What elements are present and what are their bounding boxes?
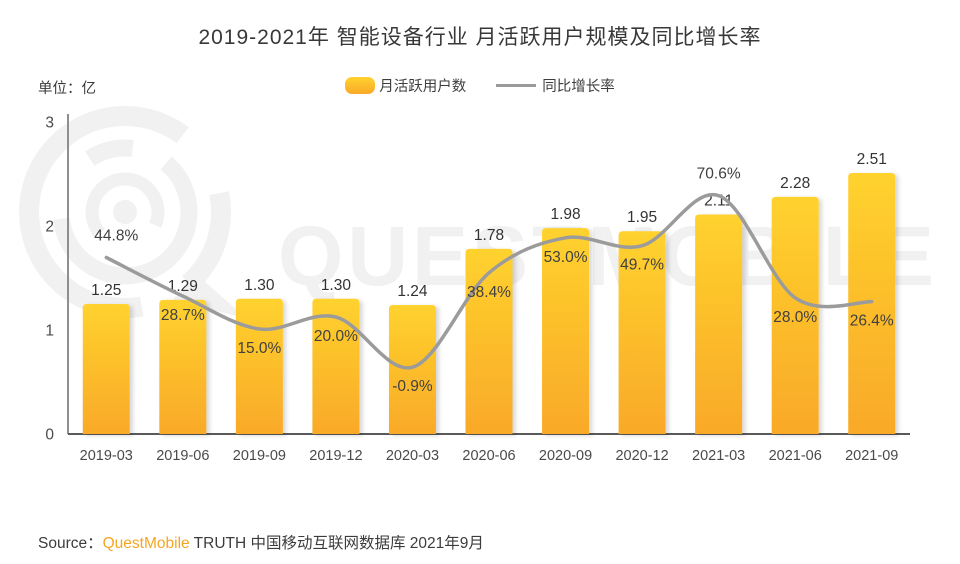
- growth-value-label: 49.7%: [620, 257, 664, 274]
- bar-2020-09: [542, 228, 590, 434]
- y-tick-label: 1: [45, 323, 54, 340]
- growth-rate-line: [104, 192, 874, 370]
- growth-value-label: 28.0%: [773, 309, 817, 326]
- bar-value-label: 2.28: [780, 175, 810, 192]
- bar-value-label: 1.30: [244, 277, 275, 294]
- bar-value-label: 2.11: [704, 193, 733, 210]
- x-tick-label: 2019-06: [156, 448, 209, 464]
- x-tick-label: 2019-12: [309, 448, 362, 464]
- x-tick-label: 2019-09: [233, 448, 286, 464]
- growth-value-label: 26.4%: [850, 313, 894, 330]
- bar-value-label: 1.30: [321, 277, 352, 294]
- bar-value-label: 1.25: [91, 282, 121, 299]
- chart-title: 2019-2021年 智能设备行业 月活跃用户规模及同比增长率: [198, 26, 762, 49]
- x-tick-label: 2019-03: [80, 448, 133, 464]
- bar-2021-09: [848, 172, 896, 434]
- x-tick-label: 2020-03: [386, 448, 439, 464]
- unit-label: 单位：亿: [38, 81, 96, 97]
- x-tick-label: 2021-06: [769, 448, 822, 464]
- x-tick-label: 2020-12: [615, 448, 668, 464]
- x-tick-label: 2021-03: [692, 448, 745, 464]
- y-tick-label: 3: [45, 115, 54, 132]
- legend: 月活跃用户数 同比增长率: [0, 75, 960, 96]
- growth-value-label: 70.6%: [697, 166, 741, 183]
- source-suffix: TRUTH 中国移动互联网数据库 2021年9月: [189, 535, 484, 552]
- bar-2019-03: [82, 304, 130, 434]
- growth-value-label: 53.0%: [544, 249, 588, 266]
- growth-value-label: 15.0%: [237, 340, 281, 357]
- y-tick-label: 0: [45, 427, 54, 444]
- watermark-text: QUESTMOBILE: [278, 209, 938, 303]
- chart-plot-area: QUESTMOBILE 0 1 2 3 2019-03 2019-06 2019-09 201…: [19, 106, 938, 464]
- growth-value-label: 44.8%: [94, 227, 138, 244]
- bar-value-label: 1.78: [474, 227, 504, 244]
- x-tick-label: 2020-09: [539, 448, 592, 464]
- questmobile-logo-watermark: [19, 106, 246, 318]
- bar-2021-03: [695, 214, 743, 434]
- growth-value-label: 28.7%: [161, 307, 205, 324]
- x-tick-label: 2020-06: [462, 448, 515, 464]
- bar-2021-06: [771, 196, 819, 434]
- bar-2019-12: [312, 298, 360, 434]
- growth-value-label: -0.9%: [392, 378, 433, 395]
- y-tick-label: 2: [45, 219, 54, 236]
- legend-bar-label: 月活跃用户数: [379, 79, 467, 95]
- bar-2019-06: [159, 299, 207, 434]
- bar-2020-12: [618, 231, 666, 434]
- growth-value-label: 38.4%: [467, 284, 511, 301]
- bar-2020-06: [465, 248, 513, 434]
- bar-2020-03: [388, 305, 436, 434]
- source-prefix: Source：: [38, 535, 103, 552]
- line-series-swatch-icon: [496, 83, 537, 88]
- bar-value-label: 1.95: [627, 209, 657, 226]
- bar-value-label: 1.98: [550, 206, 580, 223]
- growth-value-label: 20.0%: [314, 328, 358, 345]
- legend-line-label: 同比增长率: [542, 79, 615, 95]
- bar-series-swatch-icon: [345, 77, 376, 94]
- source-note: Source：QuestMobile TRUTH 中国移动互联网数据库 2021…: [38, 531, 484, 553]
- bar-2019-09: [235, 298, 283, 434]
- bar-value-label: 2.51: [857, 151, 887, 168]
- x-tick-label: 2021-09: [845, 448, 898, 464]
- bar-value-label: 1.24: [397, 283, 428, 300]
- source-brand: QuestMobile: [102, 535, 190, 552]
